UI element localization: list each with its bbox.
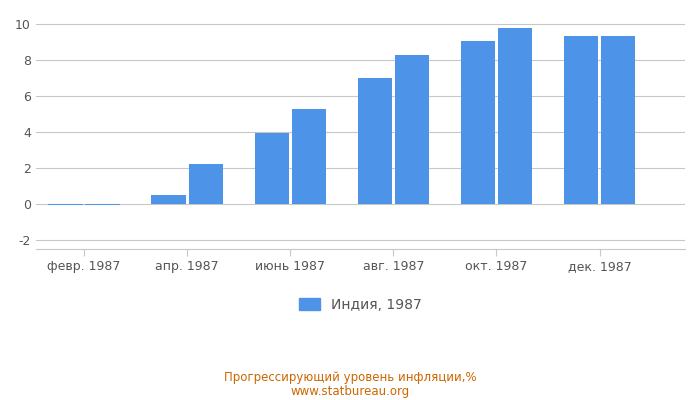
Text: www.statbureau.org: www.statbureau.org — [290, 386, 410, 398]
Bar — [358, 78, 392, 204]
Bar — [292, 109, 326, 204]
Bar — [395, 54, 429, 204]
Bar — [48, 204, 83, 206]
Bar — [255, 133, 289, 204]
Text: Прогрессирующий уровень инфляции,%: Прогрессирующий уровень инфляции,% — [224, 372, 476, 384]
Bar — [498, 28, 532, 204]
Bar — [151, 195, 186, 204]
Bar — [564, 36, 598, 204]
Bar — [188, 164, 223, 204]
Legend: Индия, 1987: Индия, 1987 — [299, 298, 421, 312]
Bar — [85, 204, 120, 206]
Bar — [601, 36, 636, 204]
Bar — [461, 41, 495, 204]
